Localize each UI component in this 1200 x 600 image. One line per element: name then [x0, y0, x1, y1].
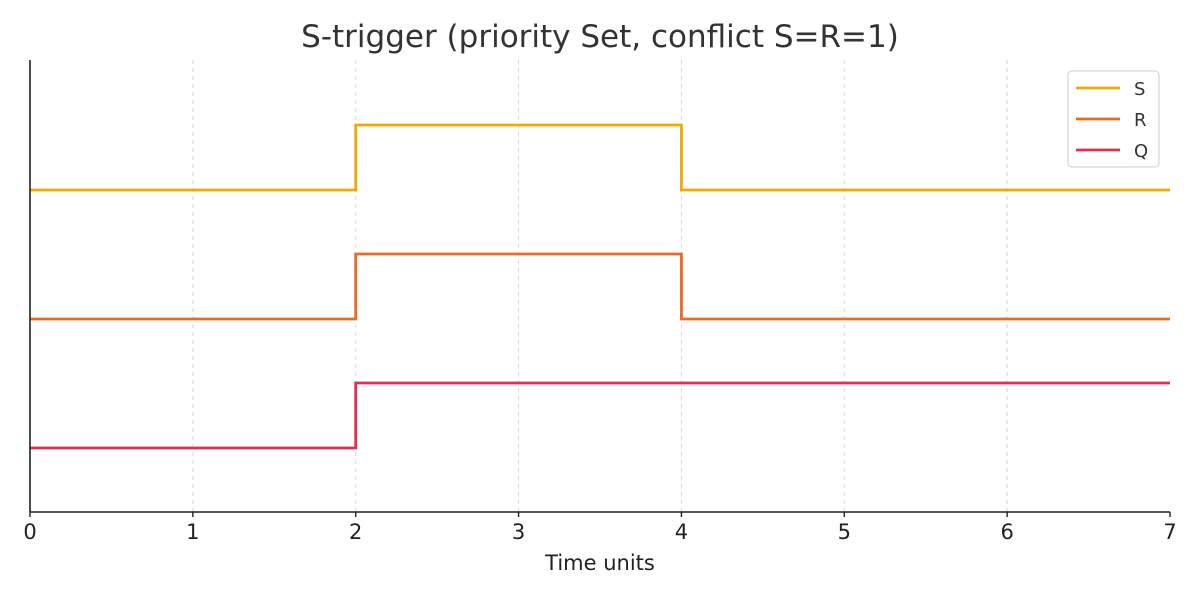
series-line-R: [30, 252, 1170, 321]
x-tick-label-0: 0: [23, 520, 36, 544]
legend: SRQ: [1067, 70, 1160, 168]
x-tick-label-5: 5: [838, 520, 851, 544]
x-tick-label-3: 3: [512, 520, 525, 544]
legend-label-S: S: [1134, 79, 1145, 100]
x-tick-label-2: 2: [349, 520, 362, 544]
chart-title: S-trigger (priority Set, conflict S=R=1): [301, 19, 899, 55]
x-axis-label: Time units: [544, 551, 655, 575]
x-tick-label-6: 6: [1000, 520, 1013, 544]
x-tick-label-1: 1: [186, 520, 199, 544]
x-tick-label-4: 4: [675, 520, 688, 544]
series-line-Q: [30, 381, 1170, 450]
grid: [192, 60, 1008, 512]
x-tick-label-7: 7: [1163, 520, 1176, 544]
series-group: [30, 123, 1170, 450]
legend-label-R: R: [1134, 110, 1147, 131]
x-axis-ticks: 0 1 2 3 4 5 6 7: [23, 512, 1177, 544]
series-line-S: [30, 123, 1170, 192]
legend-entries: SRQ: [1076, 79, 1148, 162]
legend-label-Q: Q: [1134, 141, 1148, 162]
